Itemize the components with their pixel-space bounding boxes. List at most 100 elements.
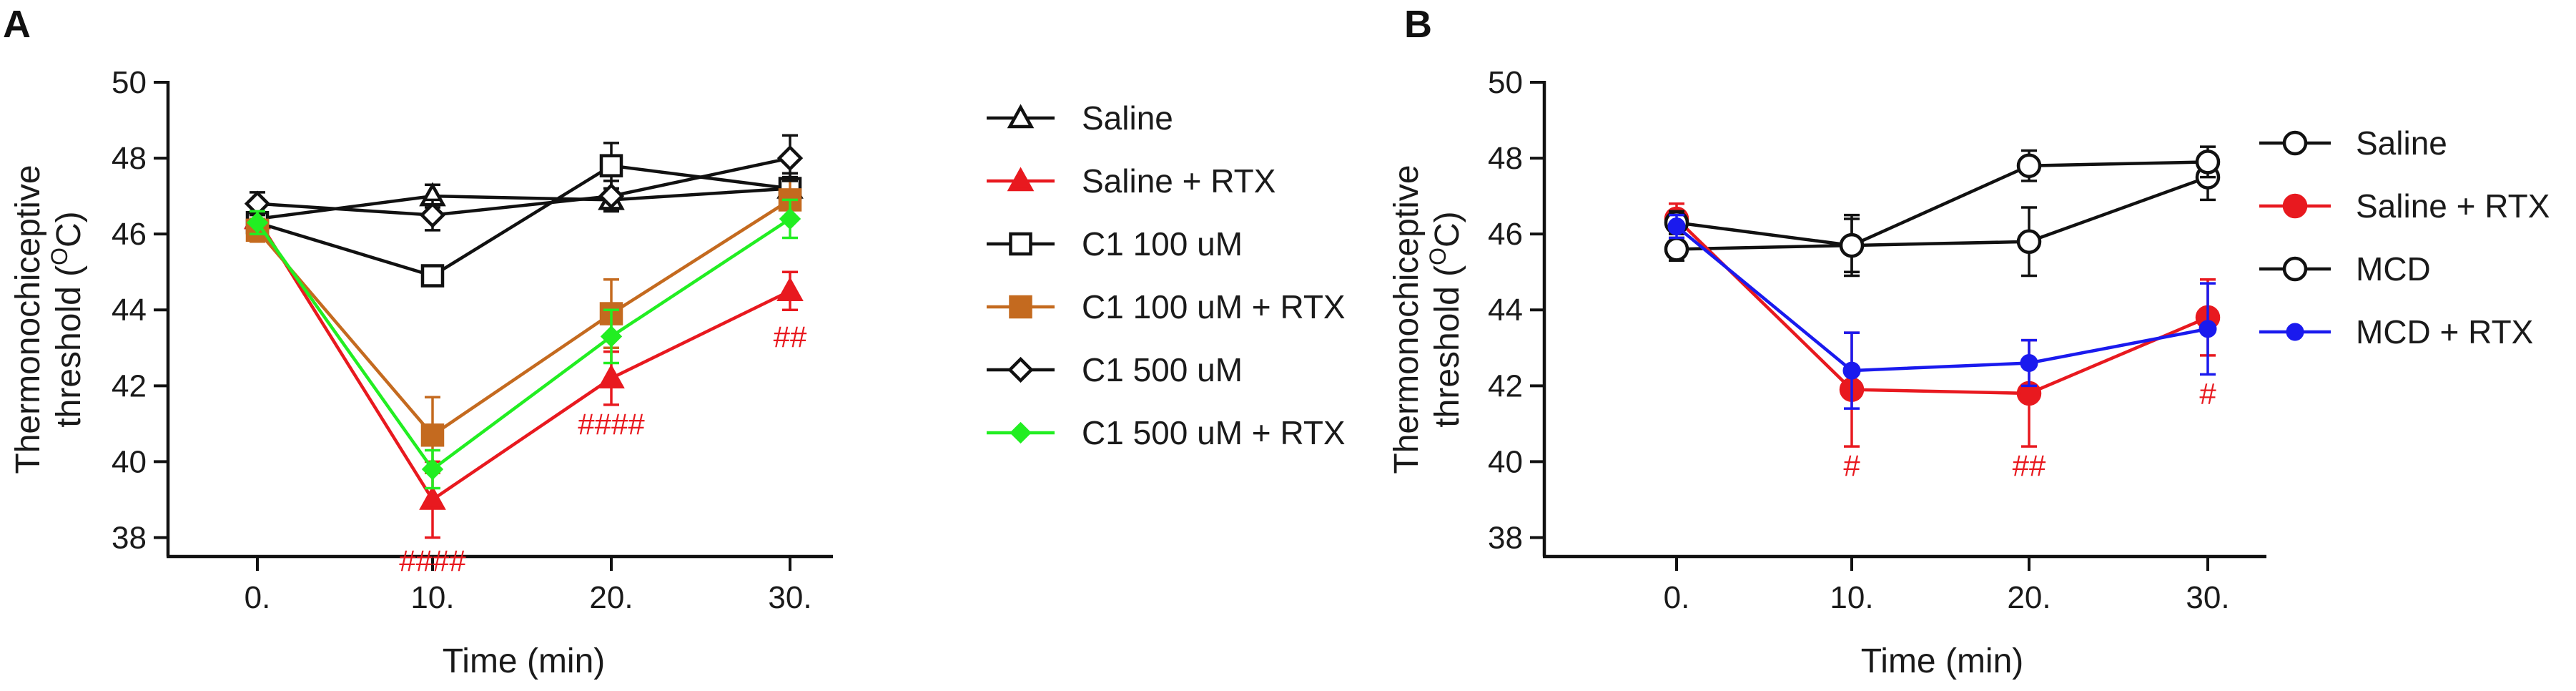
- legend-label: Saline: [2356, 124, 2447, 162]
- series-line: [256, 217, 791, 502]
- data-point: [419, 202, 446, 228]
- x-axis-title: Time (min): [443, 642, 606, 680]
- series-line: [1675, 217, 2209, 396]
- legend-label: C1 100 uM: [1082, 225, 1243, 263]
- legend-label: Saline + RTX: [2356, 187, 2550, 225]
- y-tick-label: 44: [112, 293, 147, 328]
- legend-marker: [1010, 421, 1032, 444]
- x-tick-label: 20.: [2007, 580, 2051, 615]
- series-line: [257, 187, 791, 221]
- x-tick-label: 0.: [1664, 580, 1690, 615]
- series-line: [1676, 160, 2209, 248]
- y-tick-label: 50: [112, 65, 147, 100]
- y-axis-title-prefix: threshold (: [50, 265, 88, 428]
- legend-label: Saline + RTX: [1082, 162, 1275, 200]
- series-line: [1675, 225, 2209, 373]
- panel-b-chart: B 38 40 42 44 46 48 50 0. 10. 20. 30. Time (min) Ther…: [1388, 3, 2550, 680]
- y-tick-label: 46: [1488, 217, 1523, 252]
- series-3: [1667, 213, 2217, 410]
- legend-label: MCD + RTX: [2356, 313, 2533, 351]
- significance-label: #: [2199, 377, 2216, 411]
- y-tick-label: 50: [1488, 65, 1523, 100]
- data-point: [776, 144, 804, 172]
- data-point: [1667, 217, 1686, 236]
- x-tick-label: 10.: [1830, 580, 1873, 615]
- series-line: [257, 156, 791, 217]
- series-5: [246, 198, 801, 490]
- y-axis-title-line1: Thermonochiceptive: [1388, 165, 1426, 474]
- data-point: [599, 154, 623, 177]
- y-tick-label: 44: [1488, 293, 1523, 328]
- x-axis-title: Time (min): [1861, 642, 2024, 680]
- legend-marker: [2286, 323, 2304, 341]
- legend-marker: [2282, 193, 2308, 219]
- series-2: [1664, 145, 2221, 278]
- legend-marker: [2282, 130, 2308, 156]
- series-line: [256, 217, 791, 472]
- y-tick-label: 48: [1488, 141, 1523, 176]
- significance-label: ####: [399, 544, 466, 577]
- x-tick-label: 0.: [245, 580, 271, 615]
- y-tick-label: 42: [112, 368, 147, 403]
- legend-label: C1 500 uM + RTX: [1082, 414, 1346, 451]
- significance-label: ##: [774, 320, 807, 353]
- series-1: [1664, 202, 2221, 448]
- y-axis-title-superscript: O: [46, 248, 72, 265]
- y-axis-title-line2: threshold (OC): [46, 211, 88, 427]
- panel-a-chart: A 38 40 42 44 46 48 50 0. 10. 20. 30. Time (min) Ther…: [3, 3, 1346, 680]
- x-tick-label: 10.: [410, 580, 454, 615]
- panel-letter: B: [1404, 3, 1432, 46]
- significance-label: ####: [578, 407, 645, 441]
- data-point: [420, 264, 445, 288]
- y-tick-label: 42: [1488, 368, 1523, 403]
- y-tick-label: 40: [1488, 444, 1523, 479]
- legend-marker: [1009, 232, 1032, 256]
- series-0: [244, 174, 804, 232]
- data-point: [2016, 229, 2042, 255]
- y-tick-label: 46: [112, 217, 147, 252]
- legend-marker: [1007, 356, 1034, 383]
- data-point: [246, 212, 269, 234]
- series-line: [1676, 175, 2209, 251]
- y-axis-title-line2: threshold (OC): [1425, 211, 1466, 427]
- x-tick-label: 20.: [589, 580, 633, 615]
- panel-letter: A: [3, 3, 31, 46]
- y-axis-title-line1: Thermonochiceptive: [9, 165, 47, 474]
- data-point: [2020, 353, 2038, 372]
- y-tick-label: 40: [112, 444, 147, 479]
- y-axis-title-suffix: C): [50, 211, 88, 248]
- data-point: [598, 182, 625, 210]
- y-tick-label: 38: [1488, 520, 1523, 555]
- y-tick-label: 48: [112, 141, 147, 176]
- data-point: [600, 325, 623, 348]
- data-point: [2016, 153, 2042, 178]
- data-point: [779, 207, 801, 230]
- data-point: [598, 364, 625, 388]
- legend-label: Saline: [1082, 99, 1173, 137]
- legend-marker: [1007, 167, 1035, 192]
- series-2: [245, 142, 802, 288]
- significance-label: #: [1843, 449, 1860, 483]
- y-tick-label: 38: [112, 520, 147, 555]
- legend-marker: [1009, 295, 1032, 319]
- data-point: [1839, 232, 1865, 258]
- x-tick-label: 30.: [768, 580, 811, 615]
- series-line: [257, 164, 791, 278]
- series-0: [1664, 153, 2221, 278]
- legend-label: C1 500 uM: [1082, 351, 1243, 388]
- legend-label: C1 100 uM + RTX: [1082, 288, 1346, 325]
- data-point: [2199, 320, 2217, 338]
- data-point: [420, 423, 445, 447]
- series-line: [256, 198, 791, 438]
- data-point: [2195, 150, 2221, 175]
- x-tick-label: 30.: [2186, 580, 2229, 615]
- y-axis-title-superscript: O: [1425, 248, 1451, 265]
- legend-marker: [2282, 256, 2308, 282]
- data-point: [1664, 237, 1689, 262]
- data-point: [1842, 361, 1861, 380]
- significance-label: ##: [2013, 449, 2046, 483]
- legend-label: MCD: [2356, 250, 2431, 288]
- data-point: [421, 458, 444, 481]
- y-axis-title-suffix: C): [1428, 211, 1466, 248]
